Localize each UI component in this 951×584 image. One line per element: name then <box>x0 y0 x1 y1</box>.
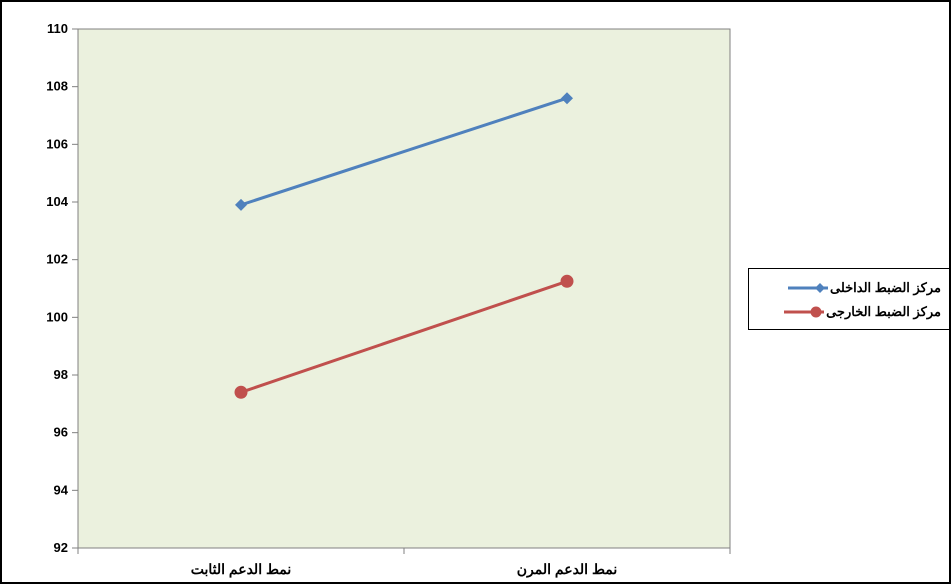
data-point-circle <box>560 274 574 288</box>
legend-swatch-internal <box>787 283 828 293</box>
x-category-label: نمط الدعم الثابت <box>191 561 292 578</box>
y-tick-label: 96 <box>54 425 68 440</box>
series-layer <box>234 92 574 399</box>
series-line-0 <box>240 96 568 207</box>
y-tick-label: 100 <box>46 309 68 324</box>
legend-label-external: مركز الضبط الخارجى <box>826 304 941 319</box>
series-line-1 <box>240 279 568 394</box>
y-tick-label: 98 <box>54 367 68 382</box>
x-category-label: نمط الدعم المرن <box>517 561 618 578</box>
y-tick-label: 94 <box>54 482 69 497</box>
y-tick-label: 108 <box>46 79 68 94</box>
data-point-diamond <box>561 92 573 105</box>
data-point-circle <box>234 385 248 399</box>
y-tick-label: 104 <box>46 194 68 209</box>
legend-item-external: مركز الضبط الخارجى <box>782 301 941 323</box>
axis-layer: 92 94 96 98 100 102 104 106 108 110 نمط الدعم الثا… <box>46 21 731 578</box>
legend-label-internal: مركز الضبط الداخلى <box>829 280 941 295</box>
legend-swatch-external <box>784 306 825 318</box>
legend: مركز الضبط الداخلى مركز الضبط الخارجى <box>748 268 950 330</box>
y-tick-label: 102 <box>46 252 68 267</box>
plot-area <box>77 28 731 549</box>
legend-item-internal: مركز الضبط الداخلى <box>786 277 941 299</box>
y-tick-label: 110 <box>47 21 68 36</box>
y-tick-label: 106 <box>46 136 68 151</box>
y-tick-label: 92 <box>54 540 68 555</box>
data-point-diamond <box>235 198 247 211</box>
